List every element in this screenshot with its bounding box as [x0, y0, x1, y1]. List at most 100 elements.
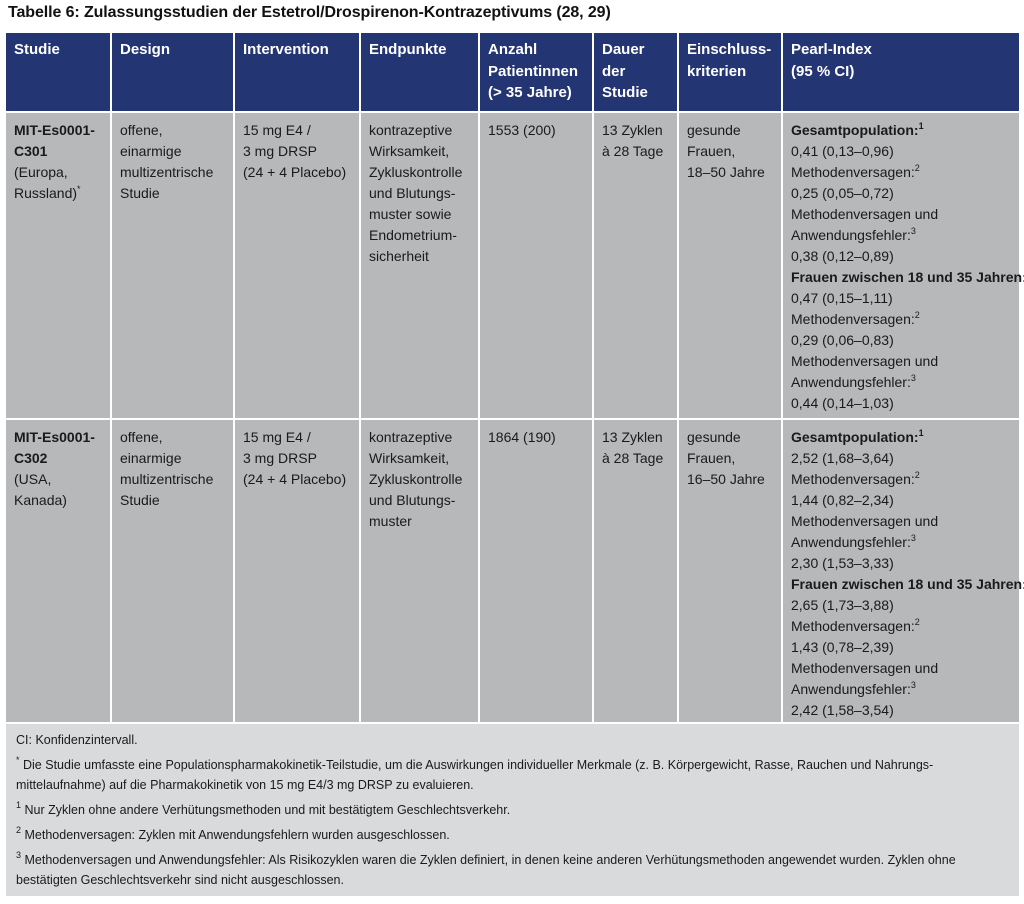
column-header: Anzahl Patientinnen (> 35 Jahre): [478, 33, 593, 112]
footnote-mark: 1: [16, 800, 22, 810]
footnote-text: Die Studie umfasste eine Populationsphar…: [23, 758, 934, 772]
pearl-line: 0,25 (0,05–0,72): [791, 185, 894, 201]
cell-line: Studie: [120, 185, 160, 201]
pearl-line: Methodenversagen und: [791, 513, 939, 529]
cell-line: Wirksamkeit,: [369, 143, 450, 159]
design-cell: offene, einarmige multizentrische Studie: [110, 111, 234, 419]
footnote-mark: 3: [16, 850, 22, 860]
column-header: Dauer der Studie: [592, 33, 678, 112]
footnote-mark: 2: [914, 163, 920, 173]
cell-line: Zykluskontrolle: [369, 471, 463, 487]
cell-line: Frauen,: [687, 450, 736, 466]
footnote-line: CI: Konfidenzintervall.: [16, 730, 1009, 750]
cell-line: muster sowie: [369, 206, 452, 222]
study-id: MIT-Es0001-: [14, 122, 95, 138]
cell-line: 1864 (190): [488, 429, 556, 445]
footnote-text: CI: Konfidenzintervall.: [16, 733, 138, 747]
footnote-line: 2 Methodenversagen: Zyklen mit Anwendung…: [16, 825, 1009, 845]
pearl-line: 2,42 (1,58–3,54): [791, 702, 894, 718]
header-line: Patientinnen: [488, 62, 579, 80]
footnote-mark: 1: [918, 121, 924, 131]
cell-line: gesunde: [687, 429, 741, 445]
header-line: Studie: [602, 84, 648, 101]
footnote-mark: 2: [914, 470, 920, 480]
header-line: (> 35 Jahre): [488, 84, 572, 101]
pearl-line: Anwendungsfehler:3: [791, 680, 916, 698]
cell-line: multizentrische: [120, 164, 214, 180]
header-line: Intervention: [243, 41, 329, 58]
table-row: MIT-Es0001- C301 (Europa, Russland)* offene,…: [6, 111, 1024, 419]
study-id: MIT-Es0001-: [14, 429, 95, 445]
footnote: 1 Nur Zyklen ohne andere Verhütungsmetho…: [16, 800, 1009, 820]
cell-line: 18–50 Jahre: [687, 164, 765, 180]
footnote: 2 Methodenversagen: Zyklen mit Anwendung…: [16, 825, 1009, 845]
cell-line: (24 + 4 Placebo): [243, 164, 347, 180]
design-cell: offene, einarmige multizentrische Studie: [110, 418, 234, 725]
pearl-line: 2,65 (1,73–3,88): [791, 597, 894, 613]
pearl-index-cell: Gesamtpopulation:1 0,41 (0,13–0,96) Method…: [781, 111, 1024, 419]
study-region: Kanada): [14, 492, 67, 508]
footnote-mark: 3: [910, 226, 916, 236]
footnote-mark: 2: [914, 617, 920, 627]
cell-line: Endometrium-: [369, 227, 457, 243]
column-header: Pearl-Index (95 % CI): [781, 33, 1019, 112]
pearl-line: 2,52 (1,68–3,64): [791, 450, 894, 466]
cell-line: gesunde: [687, 122, 741, 138]
cell-line: und Blutungs-: [369, 492, 456, 508]
footnote-line: mittelaufnahme) auf die Pharmakokinetik …: [16, 775, 1009, 795]
footnote: * Die Studie umfasste eine Populationsph…: [16, 755, 1009, 795]
footnote-text: mittelaufnahme) auf die Pharmakokinetik …: [16, 778, 474, 792]
pearl-line: 0,44 (0,14–1,03): [791, 395, 894, 411]
cell-line: 1553 (200): [488, 122, 556, 138]
footnote-text: bestätigten Geschlechtsverkehr sind nich…: [16, 873, 344, 887]
cell-line: 16–50 Jahre: [687, 471, 765, 487]
endpoints-cell: kontrazeptive Wirksamkeit, Zykluskontrolle…: [359, 111, 479, 419]
footnote-line: 1 Nur Zyklen ohne andere Verhütungsmetho…: [16, 800, 1009, 820]
pearl-line: Methodenversagen:2: [791, 617, 920, 635]
pearl-index-cell: Gesamtpopulation:1 2,52 (1,68–3,64) Method…: [781, 418, 1024, 725]
header-line: Studie: [14, 41, 60, 58]
pearl-line: Methodenversagen und: [791, 206, 939, 222]
footnote-mark: 2: [914, 310, 920, 320]
cell-line: 15 mg E4 /: [243, 429, 311, 445]
header-line: Design: [120, 41, 171, 58]
footnote-mark: 3: [910, 533, 916, 543]
column-header: Design: [110, 33, 234, 112]
cell-line: multizentrische: [120, 471, 214, 487]
study-cell: MIT-Es0001- C301 (Europa, Russland)*: [6, 111, 111, 419]
pearl-line: Frauen zwischen 18 und 35 Jahren:: [791, 576, 1024, 592]
header-line: Endpunkte: [369, 41, 447, 58]
cell-line: kontrazeptive: [369, 122, 453, 138]
header-row: Studie Design Intervention Endpunkte Anzahl P…: [6, 33, 1019, 112]
cell-line: 13 Zyklen: [602, 122, 663, 138]
criteria-cell: gesunde Frauen, 16–50 Jahre: [677, 418, 782, 725]
study-id: C302: [14, 450, 48, 466]
cell-line: und Blutungs-: [369, 185, 456, 201]
column-header: Endpunkte: [359, 33, 479, 112]
footnote: CI: Konfidenzintervall.: [16, 730, 1009, 750]
column-header: Einschluss-kriterien: [677, 33, 782, 112]
duration-cell: 13 Zyklen à 28 Tage: [592, 111, 678, 419]
pearl-line: 1,43 (0,78–2,39): [791, 639, 894, 655]
pearl-line: 1,44 (0,82–2,34): [791, 492, 894, 508]
cell-line: Zykluskontrolle: [369, 164, 463, 180]
cell-line: einarmige: [120, 143, 182, 159]
pearl-line: Frauen zwischen 18 und 35 Jahren:: [791, 269, 1024, 285]
table-row: MIT-Es0001- C302 (USA, Kanada) offene, einarm…: [6, 418, 1024, 725]
table-caption: Tabelle 6: Zulassungsstudien der Estetro…: [8, 4, 611, 21]
cell-line: (24 + 4 Placebo): [243, 471, 347, 487]
footnote: 3 Methodenversagen und Anwendungsfehler:…: [16, 850, 1009, 890]
cell-line: muster: [369, 513, 412, 529]
pearl-line: Anwendungsfehler:3: [791, 373, 916, 391]
pearl-line: Anwendungsfehler:3: [791, 533, 916, 551]
cell-line: Studie: [120, 492, 160, 508]
criteria-cell: gesunde Frauen, 18–50 Jahre: [677, 111, 782, 419]
header-line: (95 % CI): [791, 62, 855, 80]
pearl-line: 2,30 (1,53–3,33): [791, 555, 894, 571]
footnote-text: Methodenversagen: Zyklen mit Anwendungsf…: [24, 828, 450, 842]
cell-line: offene,: [120, 429, 163, 445]
footnote-line: 3 Methodenversagen und Anwendungsfehler:…: [16, 850, 1009, 870]
intervention-cell: 15 mg E4 / 3 mg DRSP (24 + 4 Placebo): [233, 111, 360, 419]
cell-line: Wirksamkeit,: [369, 450, 450, 466]
cell-line: 3 mg DRSP: [243, 450, 317, 466]
